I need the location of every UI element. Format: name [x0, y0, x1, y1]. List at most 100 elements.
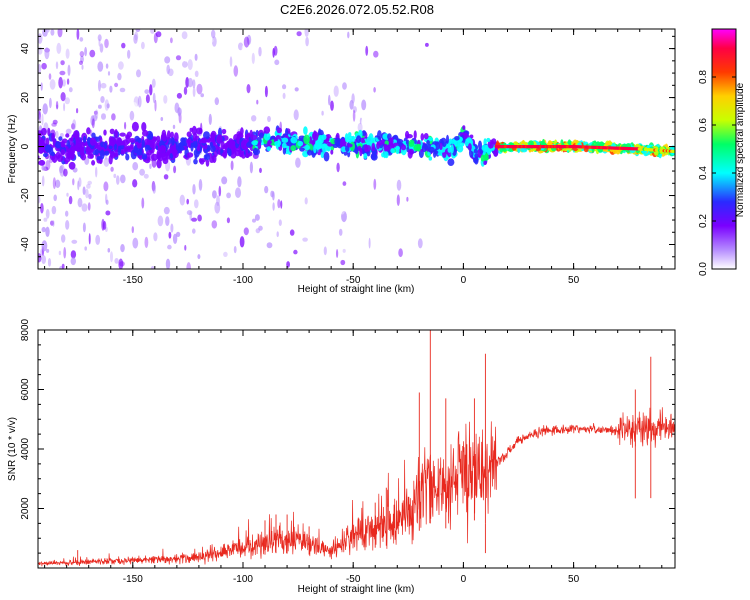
- spectrogram-cell: [474, 156, 479, 165]
- spectrogram-cell: [86, 183, 91, 189]
- spectrogram-cell: [129, 110, 135, 121]
- spectrogram-cell: [156, 135, 161, 143]
- spectrogram-cell: [361, 130, 367, 137]
- spectrogram-cell: [78, 177, 82, 188]
- spectrogram-cell: [198, 158, 203, 164]
- spectrogram-cell: [323, 151, 330, 162]
- spectrogram-cell: [334, 137, 341, 146]
- spectrogram-cell: [407, 149, 413, 159]
- spectrogram-ytick-label: -20: [20, 188, 31, 203]
- spectrogram-cell: [165, 216, 170, 227]
- spectrogram-cell: [85, 188, 89, 199]
- spectrogram-cell: [363, 153, 368, 159]
- spectrogram-cell: [65, 133, 70, 138]
- spectrogram-cell: [55, 130, 59, 139]
- spectrogram-cell: [342, 248, 346, 253]
- spectrogram-cell: [186, 131, 192, 138]
- spectrogram-cell: [184, 244, 187, 251]
- spectrogram-cell: [41, 255, 46, 265]
- spectrogram-cell: [132, 102, 138, 110]
- spectrogram-cell: [297, 140, 304, 147]
- spectrogram-cell: [196, 83, 203, 95]
- spectrogram-cell: [85, 227, 92, 235]
- spectrogram-cell: [38, 57, 42, 64]
- spectrogram-cell: [87, 180, 92, 185]
- spectrogram-cell: [257, 197, 263, 202]
- spectrogram-cell: [89, 49, 96, 58]
- spectrogram-cell: [267, 115, 271, 123]
- spectrogram-cell: [373, 87, 376, 93]
- spectrogram-cell: [110, 251, 113, 263]
- spectrogram-cell: [84, 46, 87, 57]
- spectrogram-cell: [136, 149, 143, 156]
- spectrogram-cell: [468, 143, 472, 151]
- spectrogram-cell: [272, 202, 275, 211]
- snr-ytick-label: 2000: [20, 497, 31, 520]
- spectrogram-cell: [135, 29, 141, 32]
- spectrogram-cell: [396, 194, 400, 206]
- spectrogram-cell: [181, 31, 188, 40]
- spectrogram-cell: [86, 127, 91, 135]
- spectrogram-cell: [276, 127, 282, 134]
- spectrogram-cell: [303, 134, 310, 145]
- spectrogram-cell: [82, 186, 86, 195]
- spectrogram-cell: [64, 97, 71, 105]
- spectrogram-cell: [357, 122, 363, 133]
- spectrogram-cell: [209, 141, 214, 148]
- spectrogram-cell: [100, 96, 105, 103]
- spectrogram-cell: [295, 157, 301, 168]
- spectrogram-cell: [257, 141, 262, 150]
- spectrogram-cell: [113, 173, 117, 179]
- spectrogram-cell: [264, 85, 268, 98]
- spectrogram-cell: [464, 138, 470, 147]
- spectrogram-cell: [49, 79, 56, 90]
- spectrogram-cell: [49, 97, 52, 109]
- spectrogram-cell: [43, 217, 48, 222]
- spectrogram-cell: [172, 233, 178, 244]
- spectrogram-cell: [251, 140, 259, 146]
- spectrogram-cell: [100, 82, 107, 89]
- spectrogram-cell: [252, 259, 257, 269]
- spectrogram-cell: [200, 137, 208, 144]
- spectrogram-cell: [307, 149, 313, 156]
- snr-xtick-label: -150: [123, 574, 143, 585]
- snr-frame: [37, 329, 676, 569]
- spectrogram-cell: [43, 152, 48, 158]
- spectrogram-cell: [486, 137, 491, 143]
- spectrogram-cell: [80, 152, 87, 161]
- spectrogram-cell: [190, 142, 194, 152]
- spectrogram-cell: [274, 59, 280, 66]
- spectrogram-cell: [333, 165, 336, 171]
- spectrogram-cell: [274, 140, 282, 147]
- spectrogram-cell: [197, 254, 201, 260]
- colorbar-gradient: [712, 29, 736, 269]
- spectrogram-cell: [293, 249, 298, 255]
- spectrogram-cell: [120, 174, 126, 184]
- spectrogram-cell: [58, 250, 62, 256]
- spectrogram-cell: [63, 168, 68, 177]
- spectrogram-cell: [192, 79, 196, 89]
- colorbar: 0.0 0.2 0.4 0.6 0.8 Normalized spectral ampl…: [698, 28, 746, 276]
- spectrogram-cell: [193, 158, 198, 165]
- spectrogram-cell: [520, 148, 528, 153]
- spectrogram-cell: [258, 46, 262, 57]
- spectrogram-cell: [458, 142, 465, 147]
- spectrogram-cell: [71, 123, 76, 130]
- spectrogram-cell: [65, 48, 70, 59]
- spectrogram-cell: [365, 45, 369, 56]
- spectrogram-cell: [481, 144, 489, 152]
- spectrogram-cell: [68, 195, 73, 205]
- spectrogram-cell: [163, 95, 168, 104]
- spectrogram-cell: [98, 79, 101, 92]
- spectrogram-cell: [105, 210, 111, 216]
- spectrogram-cell: [340, 206, 345, 215]
- spectrogram-cell: [250, 134, 258, 141]
- spectrogram-cell: [38, 63, 42, 74]
- spectrogram-cell: [185, 77, 190, 88]
- spectrogram-cell: [52, 220, 55, 227]
- spectrogram-cell: [76, 148, 81, 152]
- spectrogram-cell: [428, 156, 433, 161]
- spectrogram-cell: [91, 118, 95, 129]
- spectrogram-cell: [278, 219, 282, 226]
- spectrogram-cell: [194, 53, 198, 61]
